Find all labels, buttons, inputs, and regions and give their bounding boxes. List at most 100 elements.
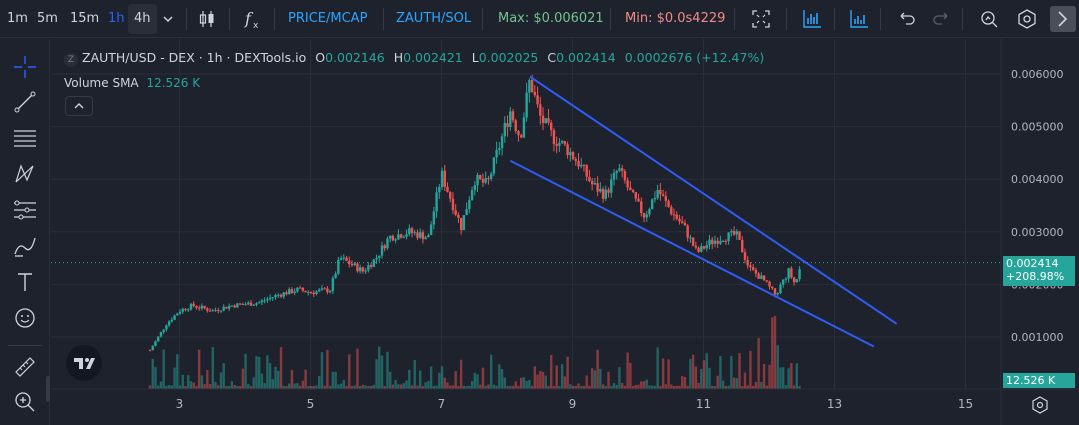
volume-bar xyxy=(260,373,264,389)
candle-body xyxy=(459,217,463,231)
volume-bar xyxy=(345,385,348,389)
volume-bar xyxy=(705,353,708,389)
interval-5m[interactable]: 5m xyxy=(37,11,58,26)
candle-body xyxy=(773,288,777,295)
volume-bar xyxy=(451,385,455,389)
volume-bar xyxy=(730,356,733,389)
crosshair-icon[interactable] xyxy=(11,53,39,81)
candle-body xyxy=(367,265,370,271)
candle-body xyxy=(337,259,340,274)
volume-bar xyxy=(298,385,302,389)
redo-icon[interactable] xyxy=(929,6,955,32)
candle-body xyxy=(187,309,190,311)
interval-1m[interactable]: 1m xyxy=(7,11,28,26)
expand-right-icon[interactable] xyxy=(1050,6,1076,32)
volume-bar xyxy=(435,385,438,389)
candle-body xyxy=(296,287,299,292)
volume-label: Volume SMA xyxy=(64,76,139,90)
zoom-in-icon[interactable] xyxy=(11,388,39,416)
candle-body xyxy=(260,300,264,303)
candle-body xyxy=(151,345,154,351)
price-chart[interactable]: 0.0060000.0050000.0040000.0030000.002000… xyxy=(51,39,1079,425)
volume-bar xyxy=(309,385,313,389)
candle-body xyxy=(500,136,504,149)
volume-bar xyxy=(326,350,329,389)
volume-bar xyxy=(664,384,668,389)
volume-bar xyxy=(195,385,198,389)
candle-body xyxy=(274,294,277,298)
interval-4h[interactable]: 4h xyxy=(128,4,157,34)
chevron-down-icon[interactable] xyxy=(155,6,181,32)
text-icon[interactable] xyxy=(11,268,39,296)
time-tick: 11 xyxy=(696,397,711,411)
candle-body xyxy=(574,159,577,161)
candle-body xyxy=(640,201,643,214)
volume-bar xyxy=(637,384,640,389)
candle-body xyxy=(743,252,747,260)
collapse-legend-button[interactable] xyxy=(65,96,93,116)
volume-bar xyxy=(601,384,605,389)
open-value: 0.002146 xyxy=(325,50,385,65)
ruler-icon[interactable] xyxy=(11,353,39,381)
candle-body xyxy=(645,214,648,218)
volume-bar xyxy=(364,385,367,389)
volume-chart-icon[interactable] xyxy=(799,6,825,32)
undo-icon[interactable] xyxy=(893,6,919,32)
bar-chart-icon[interactable] xyxy=(846,6,872,32)
candle-body xyxy=(247,302,250,305)
candle-body xyxy=(421,232,425,240)
volume-bar xyxy=(293,383,296,389)
candle-body xyxy=(585,165,588,177)
candle-body xyxy=(249,302,253,306)
horizontal-lines-icon[interactable] xyxy=(11,124,39,152)
volume-bar xyxy=(672,385,676,389)
candle-body xyxy=(375,257,378,260)
volume-bar xyxy=(506,385,509,389)
emoji-icon[interactable] xyxy=(11,304,39,332)
candle-body xyxy=(203,305,206,309)
volume-bar xyxy=(416,385,419,389)
volume-bar xyxy=(721,380,725,389)
volume-bar xyxy=(307,385,310,389)
volume-bar xyxy=(192,382,195,389)
fullscreen-icon[interactable] xyxy=(748,6,774,32)
trendline-icon[interactable] xyxy=(11,88,39,116)
candles-icon[interactable] xyxy=(194,6,220,32)
volume-bar xyxy=(266,355,269,389)
volume-bar xyxy=(457,385,460,389)
interval-1h[interactable]: 1h xyxy=(108,11,125,26)
candle-body xyxy=(200,305,204,309)
trendlines xyxy=(509,75,898,348)
pattern-icon[interactable] xyxy=(11,160,39,188)
candle-body xyxy=(596,183,599,192)
time-tick: 3 xyxy=(176,397,184,411)
settings-hex-icon[interactable] xyxy=(1014,6,1040,32)
brush-icon[interactable] xyxy=(11,232,39,260)
volume-bar xyxy=(525,380,528,389)
candle-body xyxy=(214,310,217,312)
candle-body xyxy=(751,267,755,270)
pair-toggle[interactable]: ZAUTH/SOL xyxy=(396,11,472,26)
volume-bar xyxy=(541,371,545,389)
candle-body xyxy=(626,180,629,188)
candle-body xyxy=(197,307,201,309)
candle-body xyxy=(230,305,234,307)
volume-bar xyxy=(473,372,476,389)
volume-bar xyxy=(402,383,406,389)
zoom-chart-icon[interactable] xyxy=(976,6,1002,32)
volume-bar xyxy=(577,383,580,389)
candle-body xyxy=(771,286,774,289)
volume-bar xyxy=(214,381,217,389)
volume-bar xyxy=(252,377,255,389)
candle-body xyxy=(288,289,291,295)
candle-body xyxy=(268,297,272,300)
candle-body xyxy=(582,164,586,166)
candle-body xyxy=(517,131,520,136)
volume-bar xyxy=(337,384,340,389)
volume-bar xyxy=(620,382,624,389)
interval-15m[interactable]: 15m xyxy=(70,11,100,26)
price-mcap-toggle[interactable]: PRICE/MCAP xyxy=(288,11,368,26)
fib-icon[interactable] xyxy=(11,196,39,224)
axis-settings-icon[interactable] xyxy=(1032,396,1048,414)
